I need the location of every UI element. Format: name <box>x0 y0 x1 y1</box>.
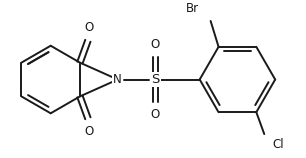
Text: S: S <box>151 73 160 86</box>
Text: O: O <box>151 38 160 51</box>
Text: Br: Br <box>185 2 199 15</box>
Text: O: O <box>151 108 160 121</box>
Text: N: N <box>113 73 122 86</box>
Text: Cl: Cl <box>272 137 284 151</box>
Text: O: O <box>84 21 94 34</box>
Text: O: O <box>84 125 94 138</box>
